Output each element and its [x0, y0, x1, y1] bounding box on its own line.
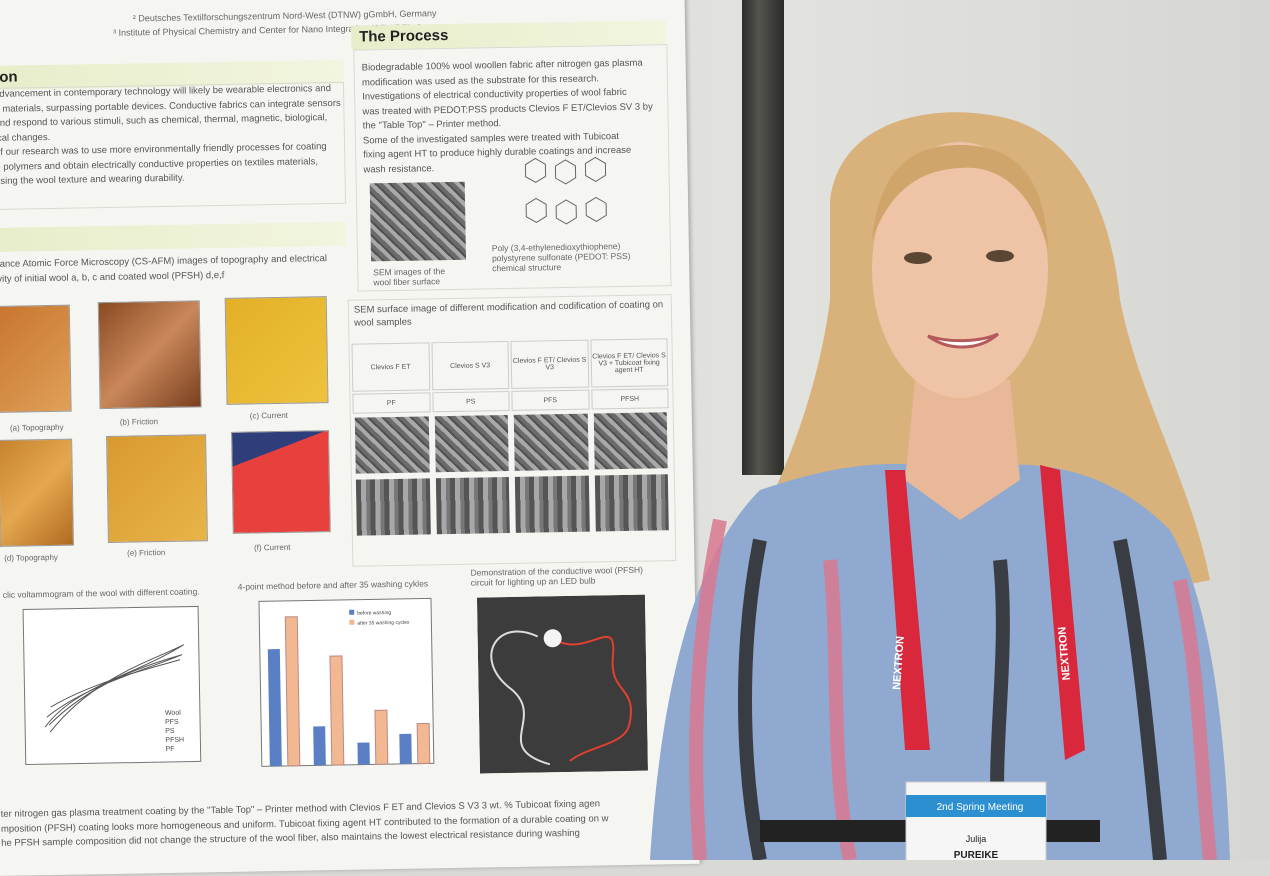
lanyard: [885, 470, 930, 750]
legend-label: PS: [165, 728, 175, 735]
hair: [872, 145, 1048, 250]
led-photo: [476, 594, 648, 774]
face: [872, 142, 1048, 398]
badge-band: [906, 795, 1046, 817]
eye: [904, 252, 932, 264]
lanyard: [1040, 465, 1085, 760]
dress: [650, 463, 1230, 860]
badge: [905, 781, 1047, 860]
legend-label: before washing: [357, 610, 391, 617]
lanyard-text: NEXTRON: [1056, 626, 1073, 681]
lanyard-text: NEXTRON: [891, 636, 907, 691]
chemical-structure: [524, 156, 607, 225]
neck: [905, 380, 1020, 520]
badge-name: Julija: [966, 834, 987, 844]
pole: [742, 0, 784, 475]
washing-chart: before washing after 35 washing cycles: [258, 597, 435, 767]
badge-name: PUREIKE: [954, 850, 999, 860]
cv-chart: Wool PFS PS PFSH PF: [22, 605, 202, 765]
legend-label: PFSH: [165, 737, 184, 744]
eye: [986, 250, 1014, 262]
legend-label: after 35 washing cycles: [357, 620, 410, 627]
poster: ² Deutsches Textilforschungszentrum Nord…: [0, 0, 700, 876]
legend-label: PF: [165, 746, 174, 753]
smile: [927, 332, 999, 349]
legend-label: PFS: [165, 719, 179, 726]
legend-label: Wool: [165, 710, 181, 717]
badge-event: 2nd Spring Meeting: [937, 802, 1024, 813]
